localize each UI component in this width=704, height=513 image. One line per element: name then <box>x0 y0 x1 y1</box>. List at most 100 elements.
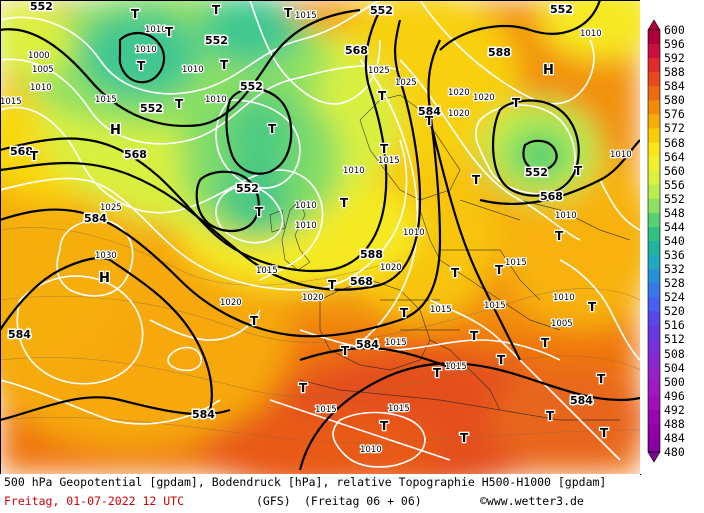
low-marker: T <box>284 6 293 20</box>
colorbar-label: 588 <box>664 65 685 80</box>
pressure-label: 1010 <box>205 95 227 105</box>
colorbar-label: 556 <box>664 177 685 192</box>
pressure-label: 1010 <box>610 150 632 160</box>
low-marker: T <box>472 173 481 187</box>
geo-label: 568 <box>124 148 147 161</box>
geo-label: 552 <box>525 166 548 179</box>
colorbar-swatch <box>648 212 660 228</box>
low-marker: T <box>328 278 337 292</box>
geo-label: 584 <box>356 338 379 351</box>
colorbar-label: 524 <box>664 290 685 305</box>
geo-label: 568 <box>345 44 368 57</box>
colorbar-swatch <box>648 367 660 383</box>
low-marker: T <box>400 306 409 320</box>
colorbar-label: 596 <box>664 37 685 52</box>
colorbar-swatch <box>648 339 660 355</box>
low-marker: T <box>380 419 389 433</box>
colorbar-swatches <box>647 19 661 463</box>
pressure-label: 1005 <box>551 319 573 329</box>
colorbar-label: 568 <box>664 135 685 150</box>
pressure-label: 1010 <box>182 65 204 75</box>
low-marker: T <box>433 366 442 380</box>
geo-label: 552 <box>140 102 163 115</box>
colorbar-swatch <box>648 86 660 101</box>
geo-label: 552 <box>205 34 228 47</box>
pressure-label: 1015 <box>505 258 527 268</box>
pressure-label: 1010 <box>580 29 602 39</box>
pressure-label: 1010 <box>360 445 382 455</box>
colorbar-label: 576 <box>664 107 685 122</box>
colorbar-swatch <box>648 311 660 326</box>
geo-label: 584 <box>8 328 31 341</box>
low-marker: T <box>425 114 434 128</box>
geo-label: 552 <box>236 182 259 195</box>
low-marker: T <box>497 353 506 367</box>
pressure-label: 1020 <box>302 293 324 303</box>
pressure-label: 1015 <box>445 362 467 372</box>
low-marker: T <box>175 97 184 111</box>
colorbar-label: 536 <box>664 248 685 263</box>
low-marker: T <box>165 25 174 39</box>
colorbar-swatch <box>648 353 660 369</box>
colorbar-label: 492 <box>664 402 685 417</box>
high-marker: H <box>99 271 110 286</box>
pressure-label: 1010 <box>403 228 425 238</box>
low-marker: T <box>340 196 349 210</box>
geo-label: 584 <box>418 105 441 118</box>
low-marker: T <box>600 426 609 440</box>
colorbar-label: 592 <box>664 51 685 66</box>
low-marker: T <box>131 7 140 21</box>
pressure-label: 1025 <box>395 78 417 88</box>
colorbar-top-arrow <box>647 19 661 31</box>
colorbar-swatch <box>648 437 660 453</box>
run-date: Freitag, 01-07-2022 12 UTC <box>4 494 185 508</box>
low-markers: T T T T T T T T T T T T T T T T T T T T … <box>29 2 611 447</box>
geo-label: 552 <box>370 4 393 17</box>
footer-description: 500 hPa Geopotential [gpdam], Bodendruck… <box>4 475 607 489</box>
coastlines <box>269 94 631 421</box>
pressure-label: 1020 <box>220 298 242 308</box>
geo-label: 588 <box>488 46 511 59</box>
geo-label: 584 <box>84 212 107 225</box>
low-marker: T <box>220 58 229 72</box>
geo-label: 568 <box>10 145 33 158</box>
low-marker: T <box>341 344 350 358</box>
colorbar-label: 500 <box>664 374 685 389</box>
colorbar-label: 560 <box>664 163 685 178</box>
geo-label: 568 <box>540 190 563 203</box>
pressure-label: 1015 <box>388 404 410 414</box>
colorbar-swatch <box>648 198 660 214</box>
low-marker: T <box>451 266 460 280</box>
low-marker: T <box>30 149 39 163</box>
low-marker: T <box>597 372 606 386</box>
low-marker: T <box>512 96 521 110</box>
low-marker: T <box>541 336 550 350</box>
high-markers: H H H <box>98 62 555 288</box>
low-marker: T <box>299 381 308 395</box>
pressure-label: 1015 <box>95 95 117 105</box>
weather-map: 552 552 552 568 568 588 552 552 552 552 … <box>0 0 640 474</box>
pressure-label: 1010 <box>135 45 157 55</box>
geo-label: 552 <box>240 80 263 93</box>
pressure-label: 1015 <box>430 305 452 315</box>
low-marker: T <box>470 329 479 343</box>
footer-date: Freitag, 01-07-2022 12 UTC <box>4 494 184 508</box>
run-info: (Freitag 06 + 06) <box>304 494 422 508</box>
pressure-label: 1000 <box>28 51 50 61</box>
low-marker: T <box>555 229 564 243</box>
pressure-label: 1015 <box>295 11 317 21</box>
pressure-label: 1020 <box>448 88 470 98</box>
copyright-link[interactable]: ©www.wetter3.de <box>480 494 584 508</box>
low-marker: T <box>255 205 264 219</box>
colorbar-label: 532 <box>664 262 685 277</box>
geopotential-color-field <box>0 0 640 474</box>
colorbar-label: 480 <box>664 445 685 459</box>
colorbar-swatch <box>648 100 660 115</box>
colorbar-label: 504 <box>664 360 685 375</box>
colorbar-label: 512 <box>664 332 685 347</box>
colorbar-swatch <box>648 226 660 242</box>
colorbar-label: 496 <box>664 388 685 403</box>
pressure-label: 1010 <box>343 166 365 176</box>
low-marker: T <box>268 122 277 136</box>
high-marker: H <box>543 63 554 78</box>
